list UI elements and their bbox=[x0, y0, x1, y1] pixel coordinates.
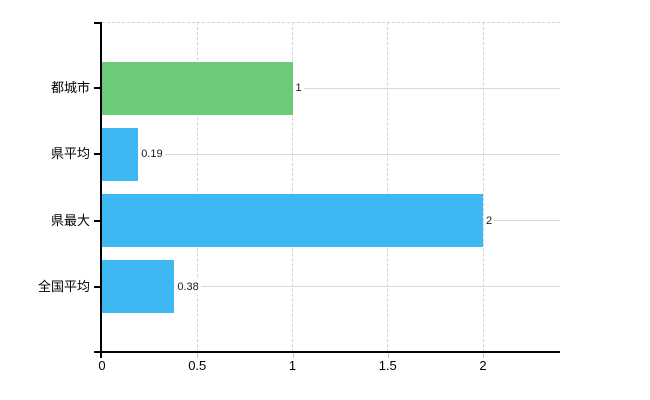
x-tick-label: 1 bbox=[288, 358, 297, 373]
x-tick-label: 1.5 bbox=[378, 358, 397, 373]
horizontal-gridline bbox=[102, 286, 560, 288]
x-axis-tick bbox=[483, 353, 484, 358]
bar-value-label: 0.38 bbox=[175, 278, 201, 295]
horizontal-gridline bbox=[102, 87, 560, 89]
bar bbox=[102, 127, 139, 181]
y-axis-tick bbox=[94, 219, 101, 222]
x-axis-tick bbox=[197, 353, 199, 358]
x-axis-tick bbox=[292, 353, 294, 358]
bar-value-label: 0.19 bbox=[139, 146, 165, 163]
y-axis-line bbox=[100, 22, 102, 358]
vertical-gridline bbox=[387, 22, 389, 352]
category-label: 県最大 bbox=[50, 212, 90, 228]
x-tick-label: 0.5 bbox=[188, 358, 207, 373]
bar-value-label: 2 bbox=[484, 212, 495, 229]
bar bbox=[102, 61, 293, 115]
y-axis-tick bbox=[94, 87, 101, 90]
vertical-gridline bbox=[292, 22, 293, 352]
bar-value-label: 1 bbox=[293, 80, 304, 97]
y-axis-tick bbox=[94, 285, 101, 288]
vertical-gridline bbox=[196, 22, 198, 352]
bar bbox=[102, 194, 483, 248]
vertical-gridline bbox=[482, 22, 484, 352]
x-tick-label: 0 bbox=[98, 358, 106, 373]
y-axis-top-tick bbox=[94, 22, 101, 24]
horizontal-gridline bbox=[102, 153, 560, 155]
x-axis-tick bbox=[387, 353, 389, 358]
category-label: 全国平均 bbox=[37, 278, 90, 294]
plot-top-border bbox=[102, 22, 560, 23]
y-axis-tick bbox=[94, 153, 101, 156]
x-axis-line bbox=[94, 351, 560, 353]
bar bbox=[102, 260, 175, 314]
category-label: 都城市 bbox=[50, 80, 90, 96]
x-tick-label: 2 bbox=[479, 358, 487, 373]
category-label: 県平均 bbox=[50, 146, 90, 162]
